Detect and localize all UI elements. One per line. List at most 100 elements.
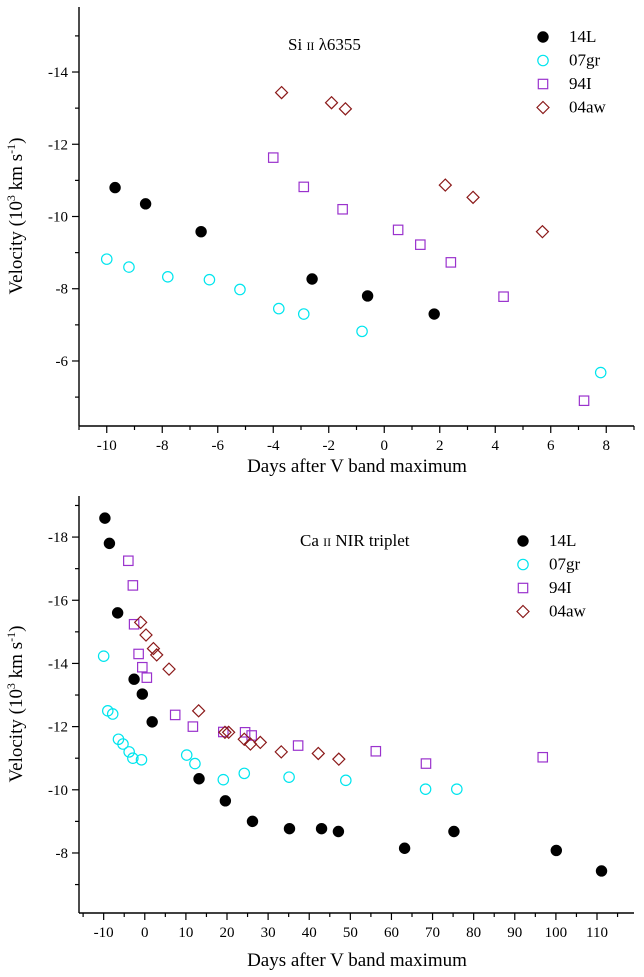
data-point <box>218 725 232 740</box>
data-point <box>246 815 259 828</box>
data-point <box>324 95 339 110</box>
y-tick-label: -14 <box>48 656 68 672</box>
legend-marker <box>517 582 529 594</box>
x-tick-label: 110 <box>586 925 608 941</box>
x-tick-label: 100 <box>545 925 568 941</box>
x-tick-label: 0 <box>141 925 149 941</box>
data-point <box>415 239 426 250</box>
data-point <box>146 716 158 728</box>
data-point <box>306 273 318 285</box>
data-point <box>191 703 206 718</box>
data-point <box>193 773 205 785</box>
data-point <box>128 618 140 630</box>
data-point <box>428 308 440 320</box>
panel-title: Ca II NIR triplet <box>300 531 410 550</box>
data-point <box>331 752 346 767</box>
y-tick-label: -18 <box>48 530 68 546</box>
legend-label: 07gr <box>549 555 581 574</box>
series-07gr <box>97 650 463 795</box>
legend-marker <box>537 31 549 43</box>
data-point <box>420 758 432 769</box>
data-point <box>283 771 295 783</box>
data-point <box>332 825 345 838</box>
panel-ca-ii: -10 0 10 20 30 40 50 60 70 80 90 100 110 -8 -10 -12 -14 -… <box>4 496 634 971</box>
data-point <box>356 325 368 338</box>
data-point <box>123 261 135 273</box>
data-point <box>123 746 135 758</box>
data-point <box>398 842 411 854</box>
data-point <box>123 555 134 567</box>
data-point <box>139 198 152 210</box>
x-tick-label: -6 <box>212 438 225 454</box>
data-point <box>274 85 289 100</box>
y-tick-label: -10 <box>48 783 68 799</box>
data-point <box>137 661 148 673</box>
x-tick-label: 2 <box>436 438 444 454</box>
x-tick-label: 60 <box>384 925 399 941</box>
legend-marker <box>537 54 549 67</box>
legend-marker <box>517 558 529 571</box>
x-tick-label: 80 <box>466 925 481 941</box>
legend-marker <box>516 604 530 619</box>
data-point <box>135 753 148 766</box>
data-point <box>162 271 174 283</box>
data-point <box>146 641 161 656</box>
x-tick-label: 40 <box>302 925 317 941</box>
data-point <box>550 844 562 857</box>
x-tick-label: 10 <box>178 925 193 941</box>
series-94I <box>267 152 590 407</box>
legend-marker <box>517 535 529 547</box>
legend-marker <box>536 100 550 115</box>
data-point <box>133 615 148 630</box>
x-tick-label: -4 <box>267 438 280 454</box>
data-point <box>297 308 310 320</box>
data-point <box>203 273 216 286</box>
legend-label: 04aw <box>549 602 587 621</box>
data-point <box>109 181 121 194</box>
data-point <box>340 774 352 787</box>
data-point <box>466 190 480 205</box>
y-tick-label: -16 <box>48 593 68 609</box>
data-point <box>438 178 453 192</box>
data-point <box>283 822 296 835</box>
data-point <box>169 709 181 721</box>
x-tick-label: 8 <box>603 438 611 454</box>
legend-label: 94I <box>569 74 592 93</box>
data-point <box>149 648 164 662</box>
legend: 14L 07gr 94I 04aw <box>516 531 587 621</box>
data-point <box>127 580 139 591</box>
series-04aw <box>133 615 346 767</box>
y-tick-label: -10 <box>48 210 68 226</box>
data-point <box>187 721 199 732</box>
data-point <box>311 746 326 761</box>
data-point <box>274 745 289 759</box>
data-point <box>537 751 549 763</box>
legend-label: 14L <box>569 27 596 46</box>
series-07gr <box>100 253 607 379</box>
data-point <box>221 725 236 740</box>
legend: 14L 07gr 94I 04aw <box>536 27 607 117</box>
data-point <box>136 688 149 700</box>
x-axis-title: Days after V band maximum <box>247 456 467 477</box>
legend-label: 94I <box>549 578 572 597</box>
data-point <box>419 783 432 795</box>
legend-label: 04aw <box>569 98 607 117</box>
x-tick-label: 90 <box>507 925 522 941</box>
legend-label: 14L <box>549 531 576 550</box>
x-tick-label: -8 <box>156 438 169 454</box>
data-point <box>498 291 509 302</box>
x-tick-label: 50 <box>343 925 358 941</box>
y-tick-label: -12 <box>48 720 68 736</box>
series-14L <box>109 181 440 320</box>
data-point <box>292 740 304 751</box>
x-axis-title: Days after V band maximum <box>247 950 467 971</box>
data-point <box>267 152 279 163</box>
y-tick-label: -12 <box>48 137 68 153</box>
data-point <box>445 257 457 268</box>
data-point <box>106 708 119 720</box>
y-tick-label: -8 <box>56 846 69 862</box>
data-point <box>99 512 111 524</box>
data-point <box>448 825 460 838</box>
panel-title: Si II λ6355 <box>288 35 361 54</box>
